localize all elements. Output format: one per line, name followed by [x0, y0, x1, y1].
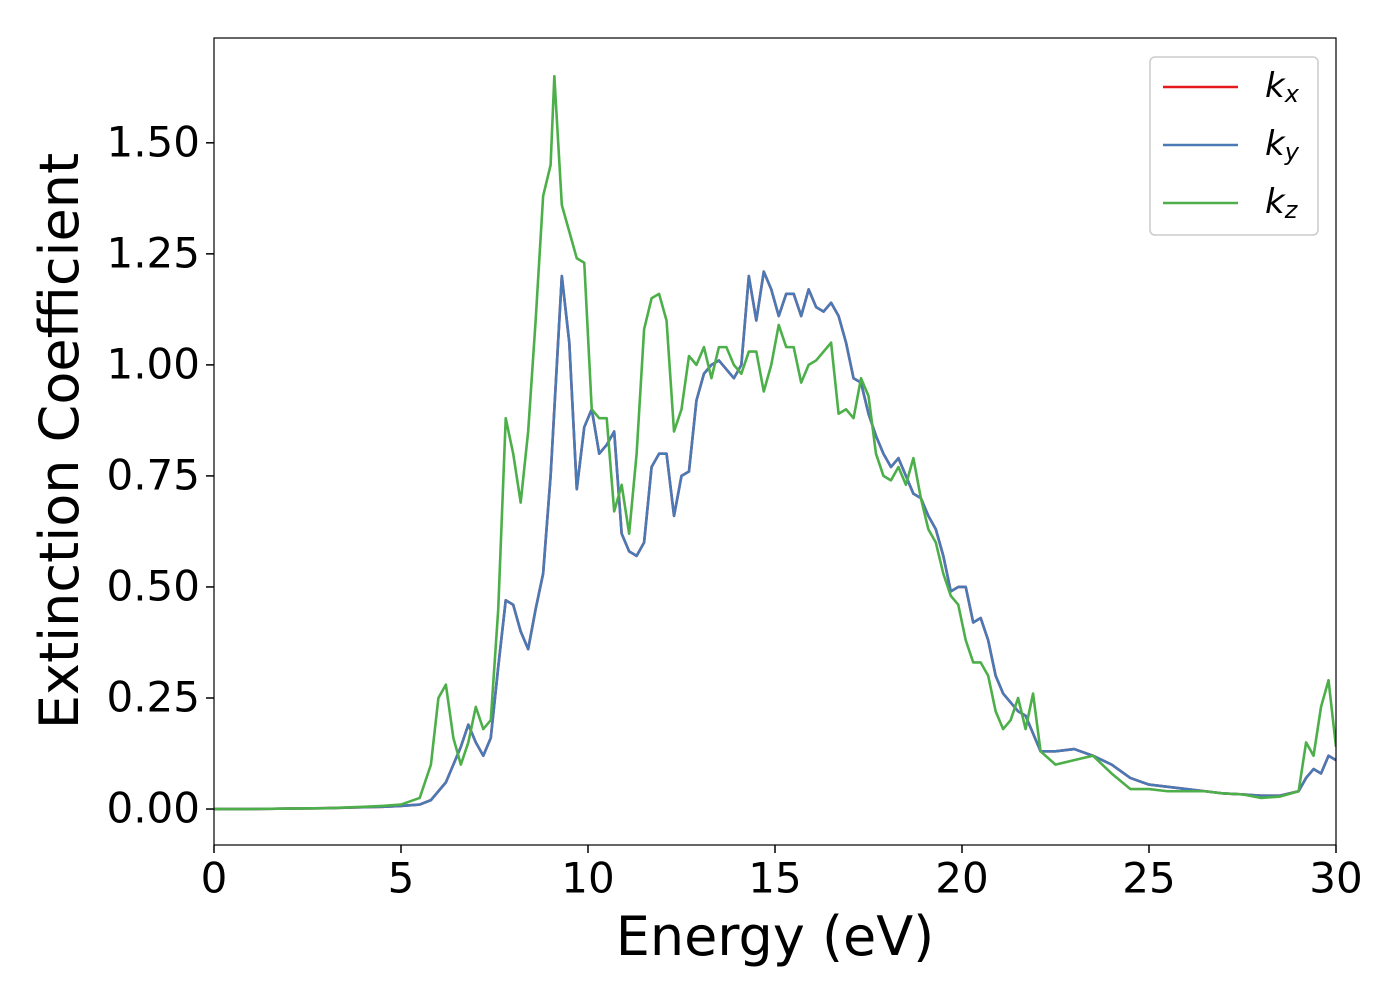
x-tick-label: 20	[935, 854, 988, 903]
y-tick-label: 1.50	[106, 117, 200, 166]
x-tick-label: 5	[388, 854, 415, 903]
plot-frame	[213, 37, 1337, 846]
legend-label: kz	[1265, 182, 1299, 225]
legend-label: kx	[1265, 66, 1300, 109]
y-tick-label: 0.50	[106, 561, 200, 610]
legend-label: ky	[1265, 124, 1300, 167]
x-tick-label: 25	[1122, 854, 1175, 903]
x-tick-label: 0	[201, 854, 228, 903]
y-axis-label: Extinction Coefficient	[28, 153, 91, 729]
y-tick-label: 0.00	[106, 784, 200, 833]
y-tick-label: 0.25	[106, 672, 200, 721]
series-line	[214, 74, 1336, 811]
x-tick-label: 30	[1309, 854, 1362, 903]
y-tick-label: 1.25	[106, 228, 200, 277]
y-tick-label: 1.00	[106, 339, 200, 388]
x-tick-label: 10	[561, 854, 614, 903]
x-tick-label: 15	[748, 854, 801, 903]
x-axis-label: Energy (eV)	[616, 905, 935, 968]
y-tick-label: 0.75	[106, 450, 200, 499]
series-line	[214, 270, 1336, 811]
